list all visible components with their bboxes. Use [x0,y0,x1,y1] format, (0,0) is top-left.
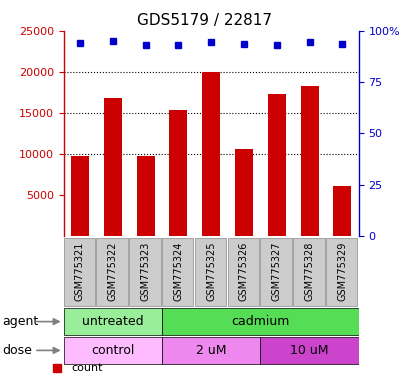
Text: GSM775324: GSM775324 [173,242,183,301]
Text: untreated: untreated [82,315,143,328]
Bar [103,98,121,236]
Text: 10 uM: 10 uM [290,344,328,357]
Bar [162,238,193,306]
Bar [194,238,226,306]
Bar [63,308,162,336]
Bar [136,156,154,236]
Text: GSM775322: GSM775322 [108,242,117,301]
Text: count: count [72,363,103,373]
Bar [162,308,358,336]
Text: dose: dose [2,344,32,357]
Text: control: control [91,344,134,357]
Text: GSM775326: GSM775326 [238,242,248,301]
Bar [162,336,260,364]
Text: GSM775321: GSM775321 [75,242,85,301]
Text: GSM775329: GSM775329 [337,242,346,301]
Bar [63,336,162,364]
Text: agent: agent [2,315,38,328]
Bar [96,238,128,306]
Bar [234,149,252,236]
Bar [333,186,351,236]
Text: GSM775328: GSM775328 [304,242,314,301]
Bar [129,238,160,306]
Bar [169,111,187,236]
Bar [63,238,95,306]
Text: GDS5179 / 22817: GDS5179 / 22817 [137,13,272,28]
Bar [260,238,291,306]
Text: cadmium: cadmium [231,315,289,328]
Text: GSM775327: GSM775327 [271,242,281,301]
Text: 2 uM: 2 uM [196,344,226,357]
Text: GSM775325: GSM775325 [206,242,216,301]
Bar [300,86,318,236]
Bar [202,72,220,236]
Bar [260,336,358,364]
Bar [227,238,258,306]
Bar [292,238,324,306]
Bar [267,94,285,236]
Text: GSM775323: GSM775323 [140,242,150,301]
Bar [325,238,357,306]
Bar [71,156,89,236]
